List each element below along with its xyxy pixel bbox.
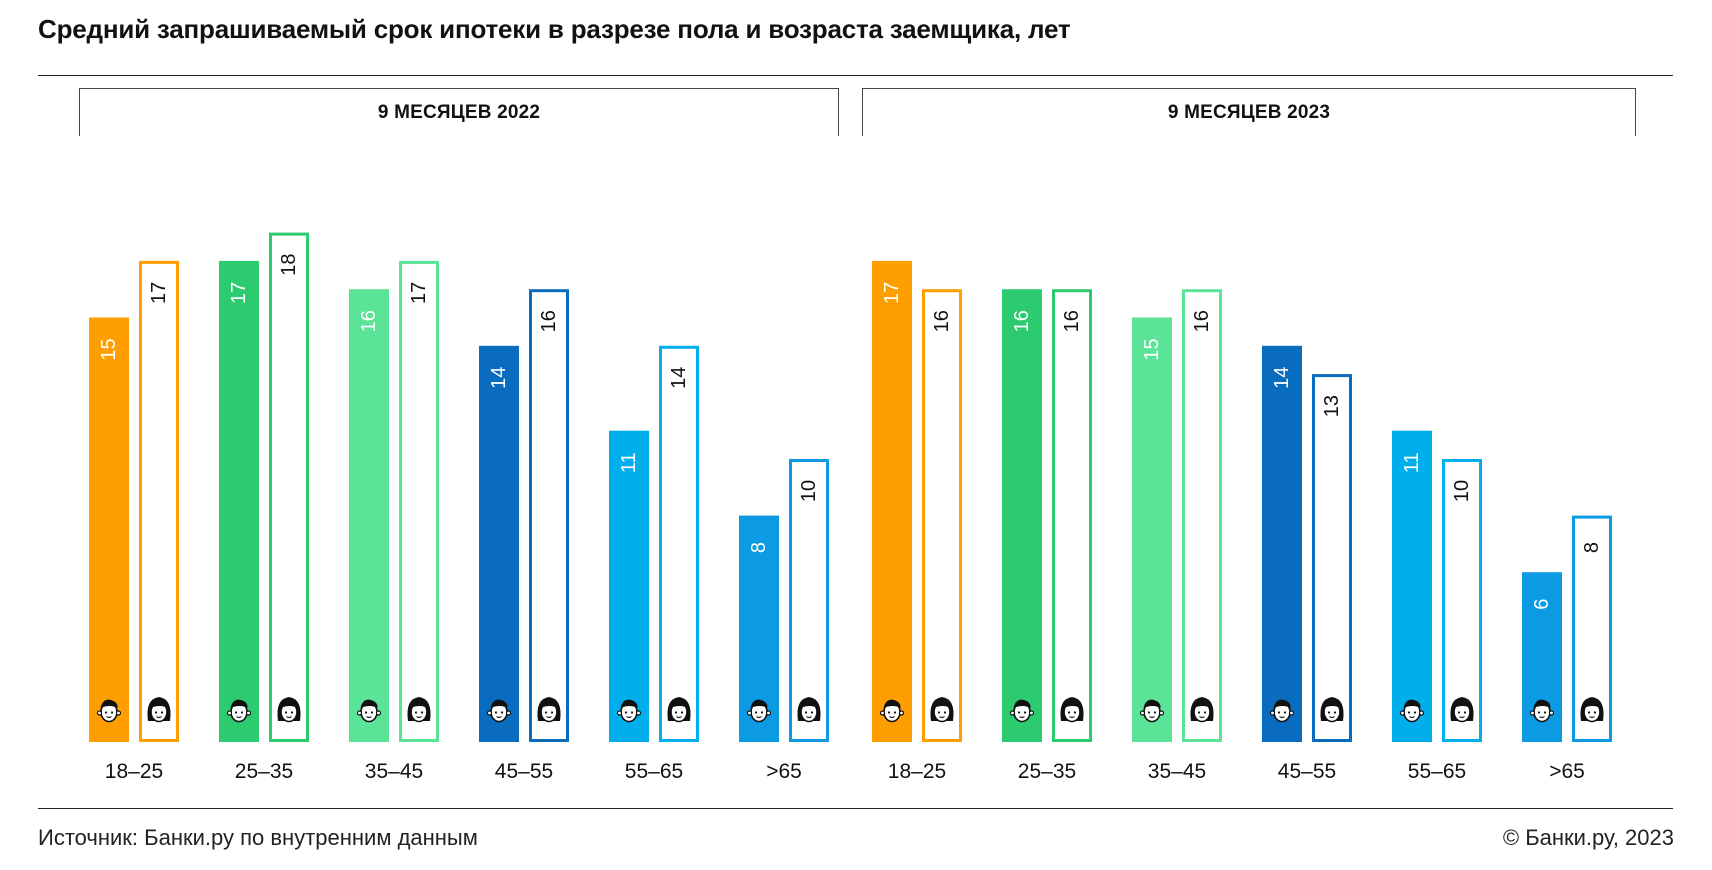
man-face-icon	[879, 699, 905, 723]
man-face-icon	[1009, 699, 1035, 723]
bar-0-3-1	[529, 289, 569, 742]
bar-value-0-5-0: 8	[748, 542, 770, 553]
bottom-divider	[38, 808, 1673, 809]
bar-value-0-3-0: 14	[488, 367, 510, 389]
group-label-2023: 9 МЕСЯЦЕВ 2023	[1167, 101, 1331, 123]
bar-1-2-1	[1182, 289, 1222, 742]
bar-1-1-0	[1002, 289, 1042, 742]
man-face-icon	[356, 699, 382, 723]
man-face-icon	[486, 699, 512, 723]
bar-1-0-1	[922, 289, 962, 742]
bar-0-4-1	[659, 345, 699, 742]
top-divider	[38, 75, 1673, 76]
bar-chart: 15 17 18–25 17 18 25–35 16 17 35–45 14 16 45–55 11 14…	[89, 232, 1612, 783]
woman-face-icon	[1580, 697, 1604, 723]
woman-face-icon	[1060, 697, 1084, 723]
category-label-1-4: 55–65	[1408, 760, 1466, 783]
bar-1-4-1	[1442, 459, 1482, 742]
bar-value-0-4-1: 14	[668, 367, 690, 389]
woman-face-icon	[1450, 697, 1474, 723]
bar-1-4-0	[1392, 430, 1432, 742]
bar-value-0-1-0: 17	[228, 282, 250, 304]
woman-face-icon	[277, 697, 301, 723]
category-label-1-5: >65	[1549, 760, 1585, 783]
bar-0-0-0	[89, 317, 129, 742]
bar-1-2-0	[1132, 317, 1172, 742]
category-label-0-4: 55–65	[625, 760, 683, 783]
man-face-icon	[1269, 699, 1295, 723]
man-face-icon	[616, 699, 642, 723]
bar-value-1-0-1: 16	[931, 310, 953, 332]
category-label-1-3: 45–55	[1278, 760, 1336, 783]
bar-value-1-2-1: 16	[1191, 310, 1213, 332]
woman-face-icon	[1190, 697, 1214, 723]
bar-value-0-3-1: 16	[538, 310, 560, 332]
category-label-1-1: 25–35	[1018, 760, 1076, 783]
bar-1-0-0	[872, 260, 912, 742]
bar-value-1-2-0: 15	[1141, 338, 1163, 360]
bar-value-1-1-0: 16	[1011, 310, 1033, 332]
category-label-1-2: 35–45	[1148, 760, 1206, 783]
category-label-0-2: 35–45	[365, 760, 423, 783]
bar-value-1-3-1: 13	[1321, 395, 1343, 417]
bar-0-2-0	[349, 289, 389, 742]
bar-value-0-4-0: 11	[618, 452, 640, 473]
bar-0-0-1	[139, 260, 179, 742]
bar-value-0-0-0: 15	[98, 338, 120, 360]
bar-value-1-4-1: 10	[1451, 480, 1473, 502]
bar-0-1-1	[269, 232, 309, 742]
group-header-2022: 9 МЕСЯЦЕВ 2022	[79, 88, 839, 136]
bar-value-0-2-0: 16	[358, 310, 380, 332]
bar-0-2-1	[399, 260, 439, 742]
woman-face-icon	[930, 697, 954, 723]
woman-face-icon	[667, 697, 691, 723]
bar-value-1-4-0: 11	[1401, 452, 1423, 473]
bar-value-1-5-1: 8	[1581, 542, 1603, 553]
woman-face-icon	[797, 697, 821, 723]
woman-face-icon	[537, 697, 561, 723]
source-note: Источник: Банки.ру по внутренним данным	[38, 825, 478, 850]
bar-value-0-1-1: 18	[278, 253, 300, 275]
man-face-icon	[226, 699, 252, 723]
woman-face-icon	[1320, 697, 1344, 723]
bar-value-1-1-1: 16	[1061, 310, 1083, 332]
woman-face-icon	[407, 697, 431, 723]
group-header-2023: 9 МЕСЯЦЕВ 2023	[862, 88, 1636, 136]
man-face-icon	[1139, 699, 1165, 723]
bar-1-3-1	[1312, 374, 1352, 742]
man-face-icon	[96, 699, 122, 723]
copyright-note: © Банки.ру, 2023	[1502, 825, 1674, 850]
category-label-0-3: 45–55	[495, 760, 553, 783]
category-label-0-5: >65	[766, 760, 802, 783]
woman-face-icon	[147, 697, 171, 723]
bar-0-1-0	[219, 260, 259, 742]
bar-1-1-1	[1052, 289, 1092, 742]
bar-value-1-0-0: 17	[881, 282, 903, 304]
group-label-2022: 9 МЕСЯЦЕВ 2022	[377, 101, 541, 123]
bar-value-0-2-1: 17	[408, 282, 430, 304]
bar-value-0-0-1: 17	[148, 282, 170, 304]
man-face-icon	[1529, 699, 1555, 723]
bar-0-4-0	[609, 430, 649, 742]
bar-value-1-5-0: 6	[1531, 599, 1553, 610]
man-face-icon	[746, 699, 772, 723]
category-label-1-0: 18–25	[888, 760, 946, 783]
chart-title: Средний запрашиваемый срок ипотеки в раз…	[38, 14, 1071, 44]
bar-value-1-3-0: 14	[1271, 367, 1293, 389]
bar-0-5-1	[789, 459, 829, 742]
bar-0-3-0	[479, 345, 519, 742]
category-label-0-0: 18–25	[105, 760, 163, 783]
category-label-0-1: 25–35	[235, 760, 293, 783]
bar-value-0-5-1: 10	[798, 480, 820, 502]
man-face-icon	[1399, 699, 1425, 723]
bar-1-3-0	[1262, 345, 1302, 742]
